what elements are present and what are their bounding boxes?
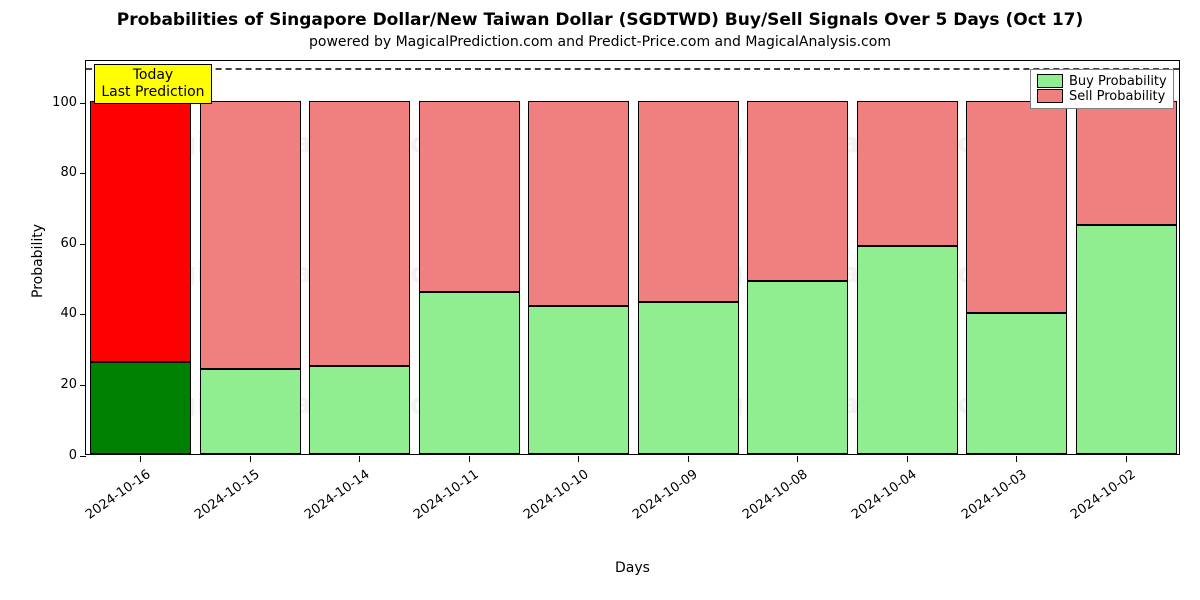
bar-buy	[309, 366, 410, 454]
x-tick-label: 2024-10-08	[720, 467, 811, 537]
x-tick	[907, 456, 908, 462]
legend-patch-sell	[1037, 89, 1063, 103]
bar-buy	[638, 302, 739, 454]
bar-sell	[90, 101, 191, 362]
bar-buy	[90, 362, 191, 454]
x-tick-label: 2024-10-03	[939, 467, 1030, 537]
bar-sell	[747, 101, 848, 281]
x-tick-label: 2024-10-16	[63, 467, 154, 537]
bar-group	[638, 59, 739, 454]
bar-group	[90, 59, 191, 454]
x-tick	[250, 456, 251, 462]
bar-sell	[200, 101, 301, 369]
chart-subtitle: powered by MagicalPrediction.com and Pre…	[0, 34, 1200, 50]
bar-sell	[528, 101, 629, 306]
x-tick-label: 2024-10-11	[391, 467, 482, 537]
y-axis-label: Probability	[30, 223, 46, 297]
y-tick-label: 40	[37, 306, 77, 321]
y-tick-label: 100	[37, 95, 77, 110]
y-tick-label: 20	[37, 377, 77, 392]
bar-sell	[419, 101, 520, 291]
bar-buy	[1076, 225, 1177, 454]
x-axis-label: Days	[85, 560, 1180, 576]
x-tick-label: 2024-10-04	[829, 467, 920, 537]
x-tick	[797, 456, 798, 462]
bar-group	[1076, 59, 1177, 454]
annotation-line: Last Prediction	[101, 84, 204, 101]
y-tick	[80, 385, 86, 386]
x-tick	[1016, 456, 1017, 462]
legend-label: Buy Probability	[1069, 74, 1167, 89]
legend-item-buy: Buy Probability	[1037, 74, 1167, 89]
bar-group	[200, 59, 301, 454]
bar-group	[857, 59, 958, 454]
bar-buy	[747, 281, 848, 454]
x-tick	[578, 456, 579, 462]
x-tick	[1126, 456, 1127, 462]
y-tick-label: 60	[37, 236, 77, 251]
bar-sell	[1076, 101, 1177, 224]
today-annotation: TodayLast Prediction	[94, 64, 211, 104]
bar-group	[419, 59, 520, 454]
x-tick-label: 2024-10-15	[172, 467, 263, 537]
y-tick	[80, 456, 86, 457]
bar-sell	[638, 101, 739, 302]
x-tick-label: 2024-10-10	[501, 467, 592, 537]
x-tick-label: 2024-10-14	[282, 467, 373, 537]
bar-group	[309, 59, 410, 454]
x-tick-label: 2024-10-09	[610, 467, 701, 537]
x-tick	[469, 456, 470, 462]
y-tick	[80, 314, 86, 315]
x-tick	[688, 456, 689, 462]
bar-group	[528, 59, 629, 454]
figure: Probabilities of Singapore Dollar/New Ta…	[0, 0, 1200, 600]
bar-sell	[309, 101, 410, 366]
y-tick-label: 0	[37, 448, 77, 463]
bar-buy	[857, 246, 958, 454]
legend: Buy ProbabilitySell Probability	[1030, 69, 1174, 109]
bar-buy	[528, 306, 629, 454]
bar-sell	[966, 101, 1067, 313]
bar-group	[966, 59, 1067, 454]
y-tick-label: 80	[37, 165, 77, 180]
y-tick	[80, 103, 86, 104]
bar-buy	[200, 369, 301, 454]
legend-item-sell: Sell Probability	[1037, 89, 1167, 104]
bar-buy	[419, 292, 520, 454]
legend-patch-buy	[1037, 74, 1063, 88]
plot-area: MagicalAnalysis.comMagicalAnalysis.comMa…	[85, 60, 1180, 455]
chart-title: Probabilities of Singapore Dollar/New Ta…	[0, 10, 1200, 30]
legend-label: Sell Probability	[1069, 89, 1165, 104]
bar-buy	[966, 313, 1067, 454]
y-tick	[80, 173, 86, 174]
bar-group	[747, 59, 848, 454]
x-tick-label: 2024-10-02	[1048, 467, 1139, 537]
x-tick	[140, 456, 141, 462]
bar-sell	[857, 101, 958, 246]
annotation-line: Today	[101, 67, 204, 84]
x-tick	[359, 456, 360, 462]
y-tick	[80, 244, 86, 245]
